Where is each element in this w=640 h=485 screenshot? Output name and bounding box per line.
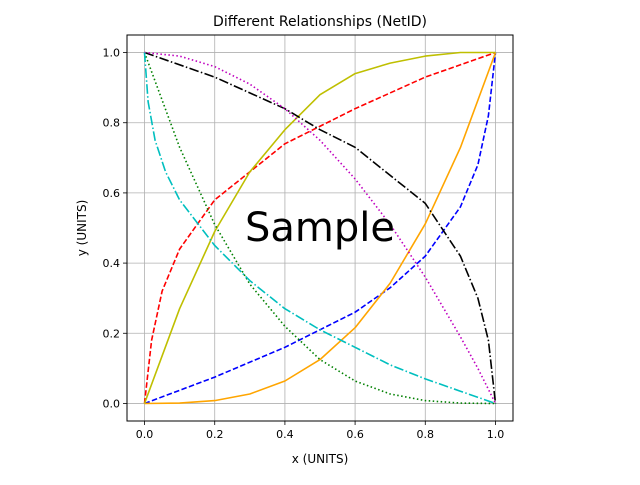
y-tick-label: 1.0 — [103, 47, 121, 60]
x-tick-label: 0.8 — [417, 428, 435, 441]
series-line-8 — [143, 52, 496, 405]
x-tick-label: 0.0 — [136, 428, 154, 441]
x-tick-label: 0.2 — [206, 428, 224, 441]
y-tick-label: 0.0 — [103, 397, 121, 410]
series-lines — [143, 51, 497, 405]
y-tick-label: 0.4 — [103, 257, 121, 270]
series-line-5 — [144, 51, 497, 404]
y-tick-label: 0.2 — [103, 327, 121, 340]
chart-title: Different Relationships (NetID) — [213, 14, 427, 30]
y-tick-label: 0.8 — [103, 117, 121, 130]
x-tick-label: 0.6 — [346, 428, 364, 441]
series-line-6 — [144, 51, 497, 404]
series-line-4 — [143, 51, 496, 404]
x-tick-label: 0.4 — [276, 428, 294, 441]
series-line-1 — [144, 52, 497, 405]
series-line-3 — [144, 52, 497, 405]
grid-lines — [127, 35, 513, 421]
sample-watermark: Sample — [245, 205, 395, 251]
series-line-2 — [143, 51, 496, 404]
series-line-7 — [143, 52, 496, 405]
x-tick-label: 1.0 — [487, 428, 505, 441]
plot-frame — [126, 34, 514, 422]
x-axis-label: x (UNITS) — [292, 452, 349, 466]
y-axis-label: y (UNITS) — [75, 200, 89, 257]
y-tick-label: 0.6 — [103, 187, 121, 200]
axis-ticks: 0.0 0.2 0.4 0.6 0.8 1.0 0.0 0.2 0.4 0.6 0.8 1.0 — [103, 47, 505, 441]
